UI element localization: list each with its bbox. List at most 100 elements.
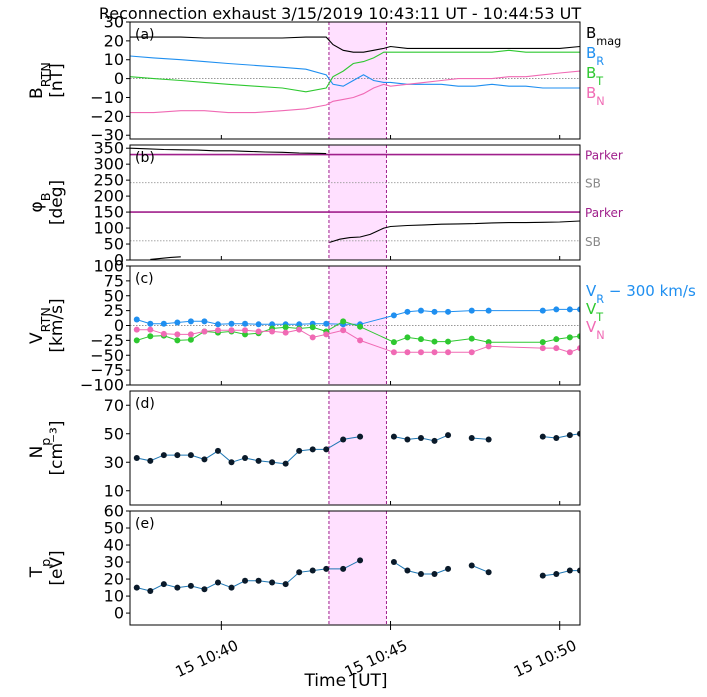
data-point (201, 328, 208, 335)
reference-label: Parker (585, 206, 623, 220)
series-line (136, 329, 580, 353)
data-point (282, 329, 289, 336)
data-point (431, 308, 438, 315)
y-axis-label: φB (27, 193, 54, 213)
y-tick-label: 10 (104, 50, 124, 69)
data-point (309, 567, 316, 574)
panel-d: 70 50 30 10 (d) Np[cm⁻³] (27, 390, 581, 506)
exhaust-shade (328, 145, 387, 260)
series-group (133, 430, 580, 467)
series-line (130, 55, 580, 89)
data-point (174, 337, 181, 344)
panel-label: (b) (135, 150, 155, 166)
data-point (485, 343, 492, 350)
x-tick-label: 15 10:40 (173, 636, 241, 681)
data-point (445, 308, 452, 315)
legend-entry: VN (586, 318, 605, 342)
data-point (174, 584, 181, 591)
data-point (160, 452, 167, 459)
data-point (187, 336, 194, 343)
data-point (577, 306, 580, 313)
data-point (417, 435, 424, 442)
data-point (228, 584, 235, 591)
panel-label: (c) (135, 271, 154, 287)
data-point (566, 349, 573, 356)
y-tick-label: 350 (93, 139, 124, 158)
data-point (187, 452, 194, 459)
y-tick-label: 100 (93, 257, 124, 276)
data-point (468, 349, 475, 356)
series-group (130, 36, 580, 114)
data-point (147, 320, 154, 327)
y-tick-label: −10 (90, 88, 124, 107)
y-axis-unit: [km/s] (47, 298, 67, 352)
data-point (160, 581, 167, 588)
series-line (136, 320, 580, 343)
data-point (323, 446, 330, 453)
y-axis-label: BRTN (27, 62, 54, 99)
y-tick-label: 60 (104, 502, 124, 521)
data-point (133, 337, 140, 344)
data-point (417, 307, 424, 314)
data-point (214, 447, 221, 454)
data-point (147, 333, 154, 340)
data-point (357, 557, 364, 564)
data-point (201, 318, 208, 325)
y-tick-label: 20 (104, 31, 124, 50)
y-tick-label: 10 (104, 481, 124, 500)
y-tick-label: 50 (104, 519, 124, 538)
data-point (255, 577, 262, 584)
data-point (431, 338, 438, 345)
data-point (357, 337, 364, 344)
data-point (255, 321, 262, 328)
figure-title: Reconnection exhaust 3/15/2019 10:43:11 … (99, 4, 581, 23)
data-point (485, 436, 492, 443)
legend-entry: BN (586, 84, 605, 108)
data-point (160, 330, 167, 337)
data-point (133, 454, 140, 461)
data-point (269, 459, 276, 466)
series-group (133, 306, 580, 356)
series-line (136, 559, 361, 592)
y-tick-label: 30 (104, 553, 124, 572)
data-point (228, 327, 235, 334)
data-point (296, 326, 303, 333)
data-point (133, 584, 140, 591)
x-axis-label: Time [UT] (303, 671, 387, 691)
y-tick-label: 20 (104, 570, 124, 589)
y-tick-label: 70 (104, 396, 124, 415)
series-line (150, 256, 181, 260)
data-point (390, 349, 397, 356)
data-point (404, 308, 411, 315)
data-point (323, 331, 330, 338)
data-point (553, 306, 560, 313)
data-point (566, 306, 573, 313)
data-point (445, 349, 452, 356)
y-axis-label: Tp (27, 559, 54, 578)
data-point (242, 327, 249, 334)
data-point (147, 457, 154, 464)
y-tick-label: 25 (104, 301, 124, 320)
data-point (282, 324, 289, 331)
data-point (357, 433, 364, 440)
data-point (309, 324, 316, 331)
exhaust-shade (328, 391, 387, 505)
data-point (242, 577, 249, 584)
data-point (445, 338, 452, 345)
data-point (390, 312, 397, 319)
data-point (404, 349, 411, 356)
data-point (485, 569, 492, 576)
y-tick-label: 150 (93, 203, 124, 222)
y-tick-label: 0 (114, 316, 124, 335)
data-point (242, 331, 249, 338)
data-point (539, 307, 546, 314)
y-tick-label: 100 (93, 219, 124, 238)
y-tick-label: 0 (114, 251, 124, 270)
legend-entry: Bmag (586, 24, 621, 48)
data-point (431, 437, 438, 444)
data-point (309, 334, 316, 341)
data-point (431, 349, 438, 356)
